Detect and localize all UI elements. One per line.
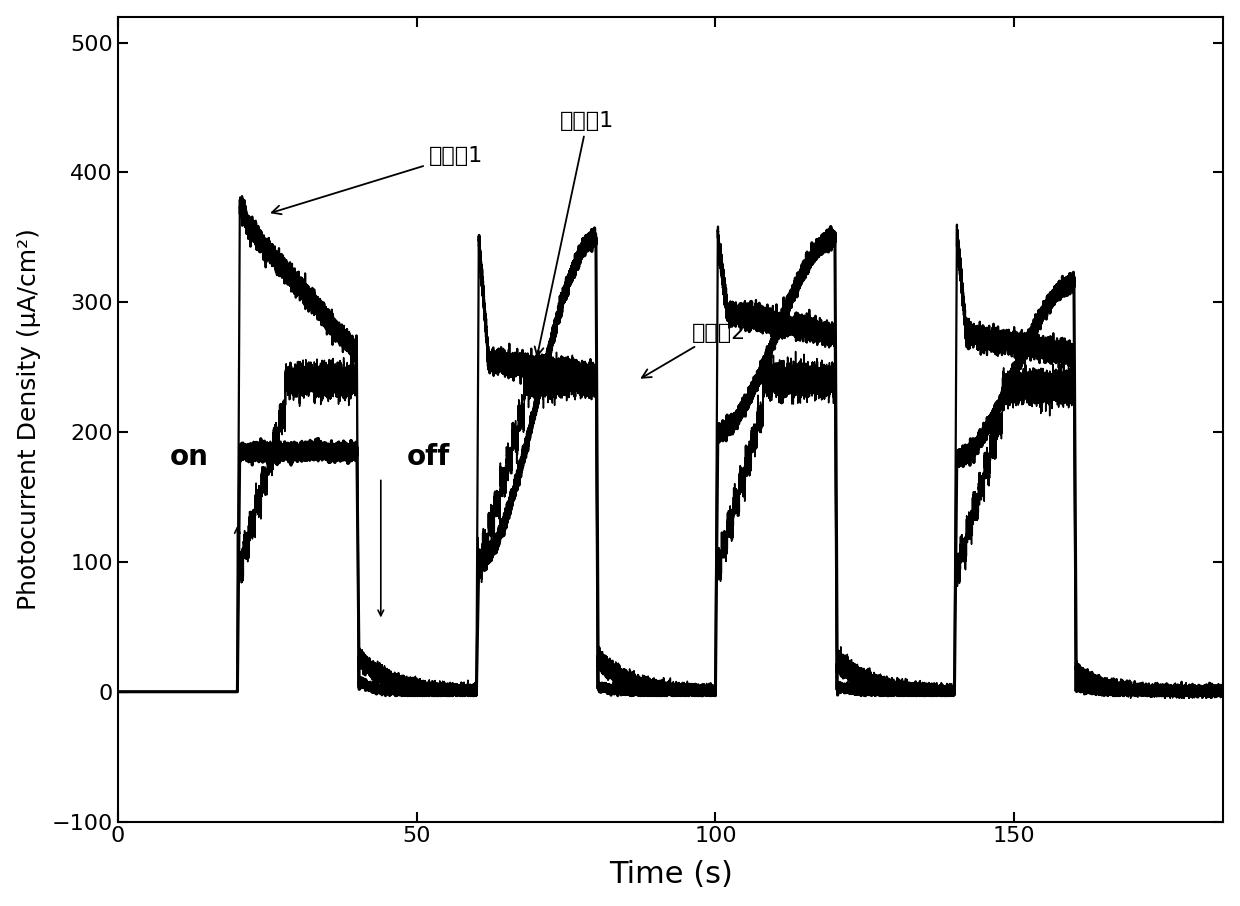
Y-axis label: Photocurrent Density (μA/cm²): Photocurrent Density (μA/cm²) — [16, 228, 41, 610]
Text: 对比例2: 对比例2 — [642, 323, 745, 378]
Text: off: off — [407, 442, 450, 470]
X-axis label: Time (s): Time (s) — [609, 861, 733, 890]
Text: on: on — [170, 442, 210, 470]
Text: 实施例1: 实施例1 — [534, 111, 614, 356]
Text: 对比例1: 对比例1 — [272, 146, 482, 214]
